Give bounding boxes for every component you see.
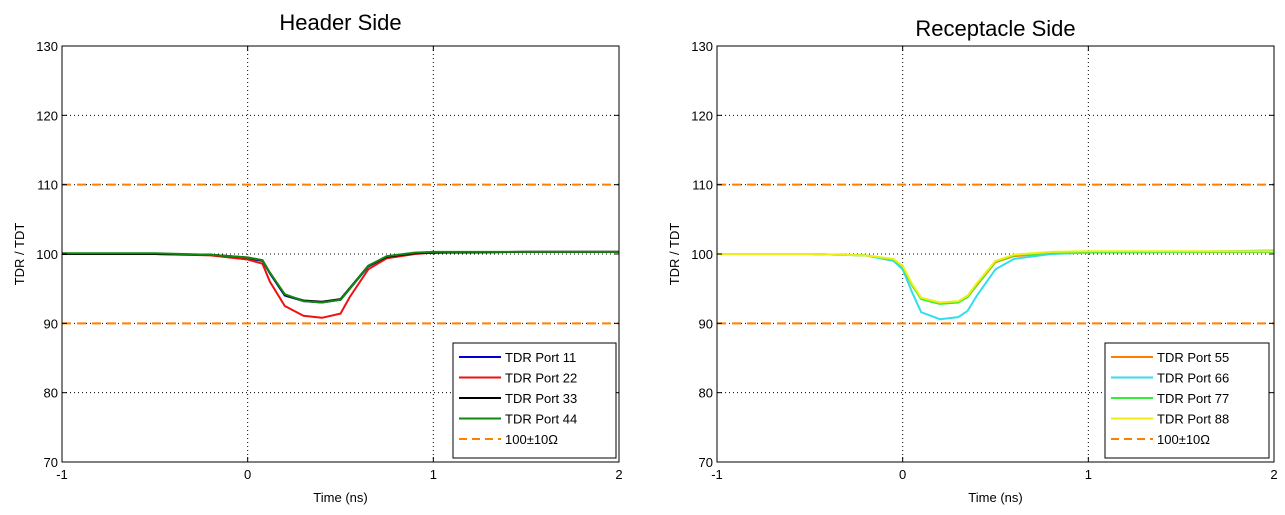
- legend-entry: TDR Port 44: [505, 412, 577, 427]
- legend-entry: TDR Port 66: [1157, 371, 1229, 386]
- y-tick-label: 120: [36, 108, 58, 123]
- chart-title: Receptacle Side: [915, 16, 1075, 41]
- legend-box: [1104, 342, 1270, 459]
- legend-entry: 100±10Ω: [1157, 432, 1210, 447]
- legend-box: [452, 342, 617, 459]
- y-tick-label: 130: [691, 39, 713, 54]
- y-tick-label: 120: [691, 108, 713, 123]
- legend: TDR Port 11 TDR Port 22 TDR Port 33 TDR Por…: [452, 342, 617, 459]
- y-tick-label: 70: [44, 455, 58, 470]
- y-axis-label: TDR / TDT: [667, 223, 682, 286]
- series-line-4: [62, 250, 619, 304]
- legend-entry: TDR Port 88: [1157, 412, 1229, 427]
- y-tick-label: 130: [36, 39, 58, 54]
- y-tick-label: 110: [37, 178, 58, 193]
- series-group: [62, 183, 619, 325]
- legend-entry: 100±10Ω: [505, 432, 558, 447]
- chart-panel-1: Header Side -1 0 1 2 70 80 90 100 110 120 130 Time (…: [12, 10, 623, 505]
- chart-title: Header Side: [279, 10, 401, 35]
- series-group: [717, 183, 1274, 325]
- legend-entry: TDR Port 33: [505, 391, 577, 406]
- x-tick-label: 2: [1270, 467, 1277, 482]
- legend: TDR Port 55 TDR Port 66 TDR Port 77 TDR Por…: [1104, 342, 1270, 459]
- y-tick-label: 90: [699, 316, 713, 331]
- y-tick-label: 70: [699, 455, 713, 470]
- x-tick-label: 1: [1085, 467, 1092, 482]
- x-tick-label: 2: [615, 467, 622, 482]
- legend-entry: TDR Port 77: [1157, 391, 1229, 406]
- y-tick-label: 110: [692, 178, 713, 193]
- legend-entry: TDR Port 55: [1157, 350, 1229, 365]
- y-axis-label: TDR / TDT: [12, 223, 27, 286]
- series-line-4: [717, 250, 1274, 304]
- x-tick-label: 1: [430, 467, 437, 482]
- x-tick-label: -1: [711, 467, 723, 482]
- y-tick-label: 100: [36, 247, 58, 262]
- chart-panel-2: Receptacle Side -1 0 1 2 70 80 90 100 110 120 130 Ti…: [667, 16, 1278, 505]
- x-tick-label: -1: [56, 467, 68, 482]
- y-tick-label: 80: [699, 386, 713, 401]
- x-axis-label: Time (ns): [313, 490, 367, 505]
- y-tick-label: 90: [44, 316, 58, 331]
- y-tick-label: 80: [44, 386, 58, 401]
- x-tick-label: 0: [244, 467, 251, 482]
- legend-entry: TDR Port 11: [505, 350, 576, 365]
- x-tick-label: 0: [899, 467, 906, 482]
- legend-entry: TDR Port 22: [505, 371, 577, 386]
- x-axis-label: Time (ns): [968, 490, 1022, 505]
- y-tick-label: 100: [691, 247, 713, 262]
